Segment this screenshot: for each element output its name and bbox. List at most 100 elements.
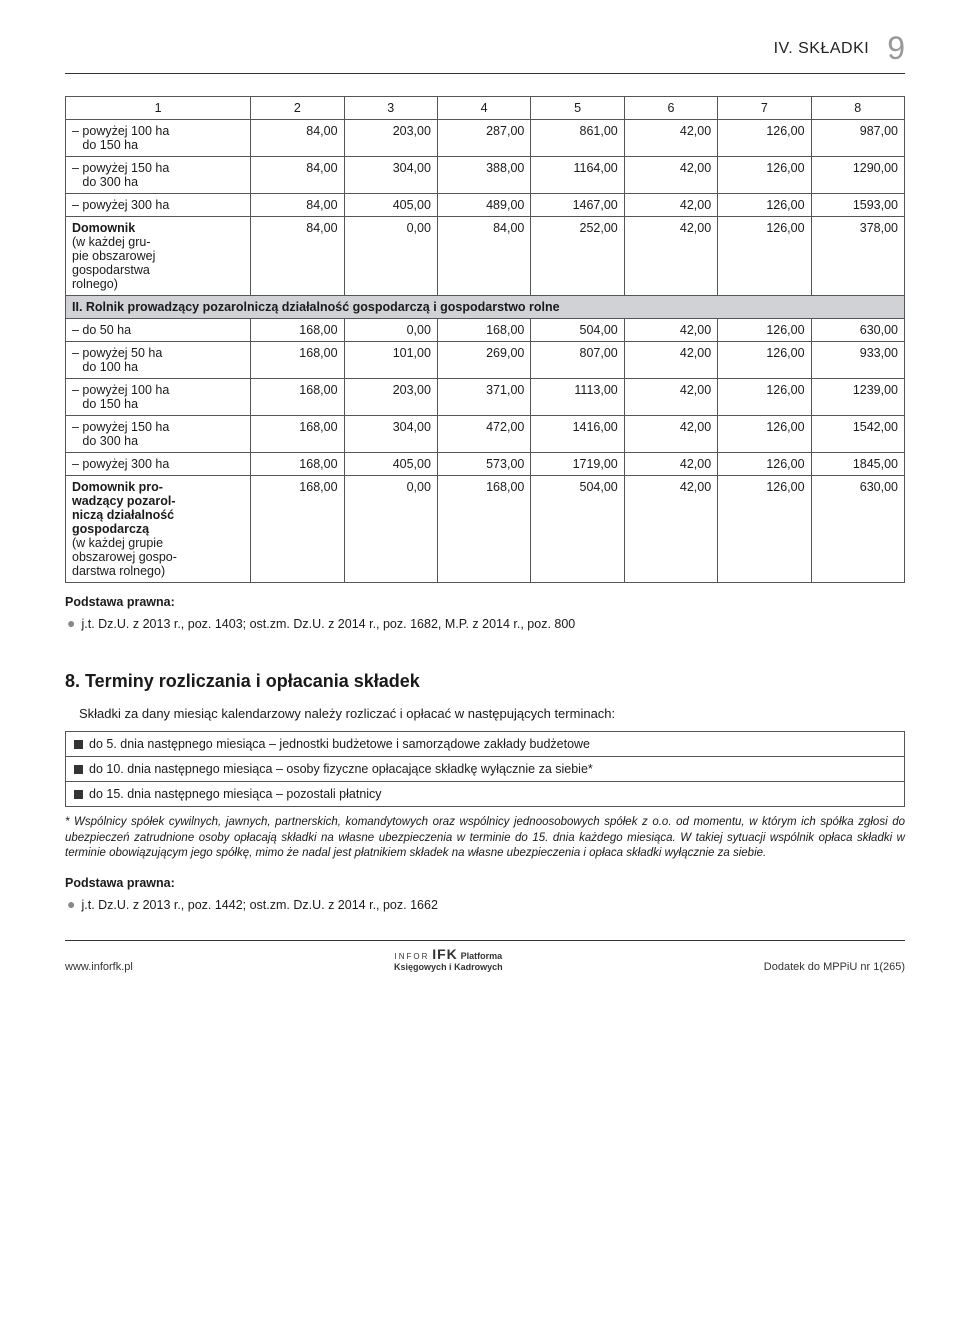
- cell-value: 168,00: [251, 342, 344, 379]
- cell-value: 42,00: [624, 416, 717, 453]
- cell-value: 126,00: [718, 194, 811, 217]
- cell-value: 42,00: [624, 453, 717, 476]
- cell-value: 1845,00: [811, 453, 904, 476]
- row-label: – powyżej 300 ha: [66, 453, 251, 476]
- cell-value: 126,00: [718, 453, 811, 476]
- cell-value: 371,00: [437, 379, 530, 416]
- table-col-header: 3: [344, 97, 437, 120]
- cell-value: 1719,00: [531, 453, 624, 476]
- row-label: – powyżej 100 ha do 150 ha: [66, 379, 251, 416]
- bullet-icon: ●: [67, 896, 75, 912]
- cell-value: 304,00: [344, 157, 437, 194]
- cell-value: 1113,00: [531, 379, 624, 416]
- cell-value: 42,00: [624, 342, 717, 379]
- cell-value: 42,00: [624, 217, 717, 296]
- deadline-cell: do 10. dnia następnego miesiąca – osoby …: [66, 757, 905, 782]
- cell-value: 1290,00: [811, 157, 904, 194]
- square-bullet-icon: [74, 790, 83, 799]
- deadline-row: do 15. dnia następnego miesiąca – pozost…: [66, 782, 905, 807]
- page-number: 9: [887, 30, 905, 67]
- cell-value: 126,00: [718, 342, 811, 379]
- table-col-header: 8: [811, 97, 904, 120]
- deadlines-table: do 5. dnia następnego miesiąca – jednost…: [65, 731, 905, 807]
- bullet-icon: ●: [67, 615, 75, 631]
- square-bullet-icon: [74, 765, 83, 774]
- cell-value: 42,00: [624, 476, 717, 583]
- cell-value: 504,00: [531, 476, 624, 583]
- table-col-header: 2: [251, 97, 344, 120]
- cell-value: 630,00: [811, 476, 904, 583]
- table-col-header: 5: [531, 97, 624, 120]
- table-row: – powyżej 50 ha do 100 ha168,00101,00269…: [66, 342, 905, 379]
- footer-left: www.inforfk.pl: [65, 961, 133, 973]
- cell-value: 287,00: [437, 120, 530, 157]
- cell-value: 42,00: [624, 194, 717, 217]
- cell-value: 0,00: [344, 476, 437, 583]
- footnote-asterisk: * Wspólnicy spółek cywilnych, jawnych, p…: [65, 815, 905, 862]
- legal-basis-2-title: Podstawa prawna:: [65, 876, 905, 890]
- deadline-row: do 10. dnia następnego miesiąca – osoby …: [66, 757, 905, 782]
- cell-value: 126,00: [718, 319, 811, 342]
- section-title: IV. SKŁADKI: [774, 40, 870, 58]
- cell-value: 126,00: [718, 157, 811, 194]
- cell-value: 807,00: [531, 342, 624, 379]
- table-row: – powyżej 100 ha do 150 ha84,00203,00287…: [66, 120, 905, 157]
- cell-value: 489,00: [437, 194, 530, 217]
- cell-value: 252,00: [531, 217, 624, 296]
- cell-value: 84,00: [251, 217, 344, 296]
- cell-value: 1593,00: [811, 194, 904, 217]
- deadline-row: do 5. dnia następnego miesiąca – jednost…: [66, 732, 905, 757]
- cell-value: 168,00: [437, 319, 530, 342]
- table-row: – powyżej 150 ha do 300 ha168,00304,0047…: [66, 416, 905, 453]
- cell-value: 126,00: [718, 217, 811, 296]
- cell-value: 861,00: [531, 120, 624, 157]
- cell-value: 1542,00: [811, 416, 904, 453]
- cell-value: 630,00: [811, 319, 904, 342]
- table-row: Domownik(w każdej gru-pie obszarowejgosp…: [66, 217, 905, 296]
- cell-value: 504,00: [531, 319, 624, 342]
- cell-value: 269,00: [437, 342, 530, 379]
- cell-value: 1416,00: [531, 416, 624, 453]
- row-label: – powyżej 100 ha do 150 ha: [66, 120, 251, 157]
- cell-value: 168,00: [251, 476, 344, 583]
- row-label: Domownik(w każdej gru-pie obszarowejgosp…: [66, 217, 251, 296]
- cell-value: 84,00: [437, 217, 530, 296]
- table-col-header: 6: [624, 97, 717, 120]
- cell-value: 573,00: [437, 453, 530, 476]
- cell-value: 0,00: [344, 217, 437, 296]
- cell-value: 378,00: [811, 217, 904, 296]
- cell-value: 84,00: [251, 157, 344, 194]
- page-footer: www.inforfk.pl INFOR IFK Platforma Księg…: [65, 940, 905, 973]
- cell-value: 472,00: [437, 416, 530, 453]
- row-label: – powyżej 300 ha: [66, 194, 251, 217]
- footer-right: Dodatek do MPPiU nr 1(265): [764, 961, 905, 973]
- cell-value: 126,00: [718, 120, 811, 157]
- cell-value: 1164,00: [531, 157, 624, 194]
- cell-value: 126,00: [718, 416, 811, 453]
- cell-value: 203,00: [344, 379, 437, 416]
- row-label: – do 50 ha: [66, 319, 251, 342]
- deadline-text: do 10. dnia następnego miesiąca – osoby …: [89, 762, 593, 776]
- cell-value: 42,00: [624, 157, 717, 194]
- legal-basis-title: Podstawa prawna:: [65, 595, 905, 609]
- cell-value: 101,00: [344, 342, 437, 379]
- square-bullet-icon: [74, 740, 83, 749]
- section-8-title: 8. Terminy rozliczania i opłacania skład…: [65, 671, 905, 692]
- cell-value: 168,00: [251, 416, 344, 453]
- cell-value: 1239,00: [811, 379, 904, 416]
- table-row: – powyżej 150 ha do 300 ha84,00304,00388…: [66, 157, 905, 194]
- page-header: IV. SKŁADKI 9: [65, 30, 905, 74]
- cell-value: 168,00: [251, 453, 344, 476]
- table-col-header: 1: [66, 97, 251, 120]
- section-8-intro: Składki za dany miesiąc kalendarzowy nal…: [65, 706, 905, 721]
- cell-value: 126,00: [718, 379, 811, 416]
- cell-value: 168,00: [437, 476, 530, 583]
- cell-value: 0,00: [344, 319, 437, 342]
- table-row: – powyżej 300 ha168,00405,00573,001719,0…: [66, 453, 905, 476]
- cell-value: 405,00: [344, 453, 437, 476]
- row-label: – powyżej 150 ha do 300 ha: [66, 416, 251, 453]
- cell-value: 405,00: [344, 194, 437, 217]
- cell-value: 168,00: [251, 379, 344, 416]
- cell-value: 42,00: [624, 120, 717, 157]
- cell-value: 1467,00: [531, 194, 624, 217]
